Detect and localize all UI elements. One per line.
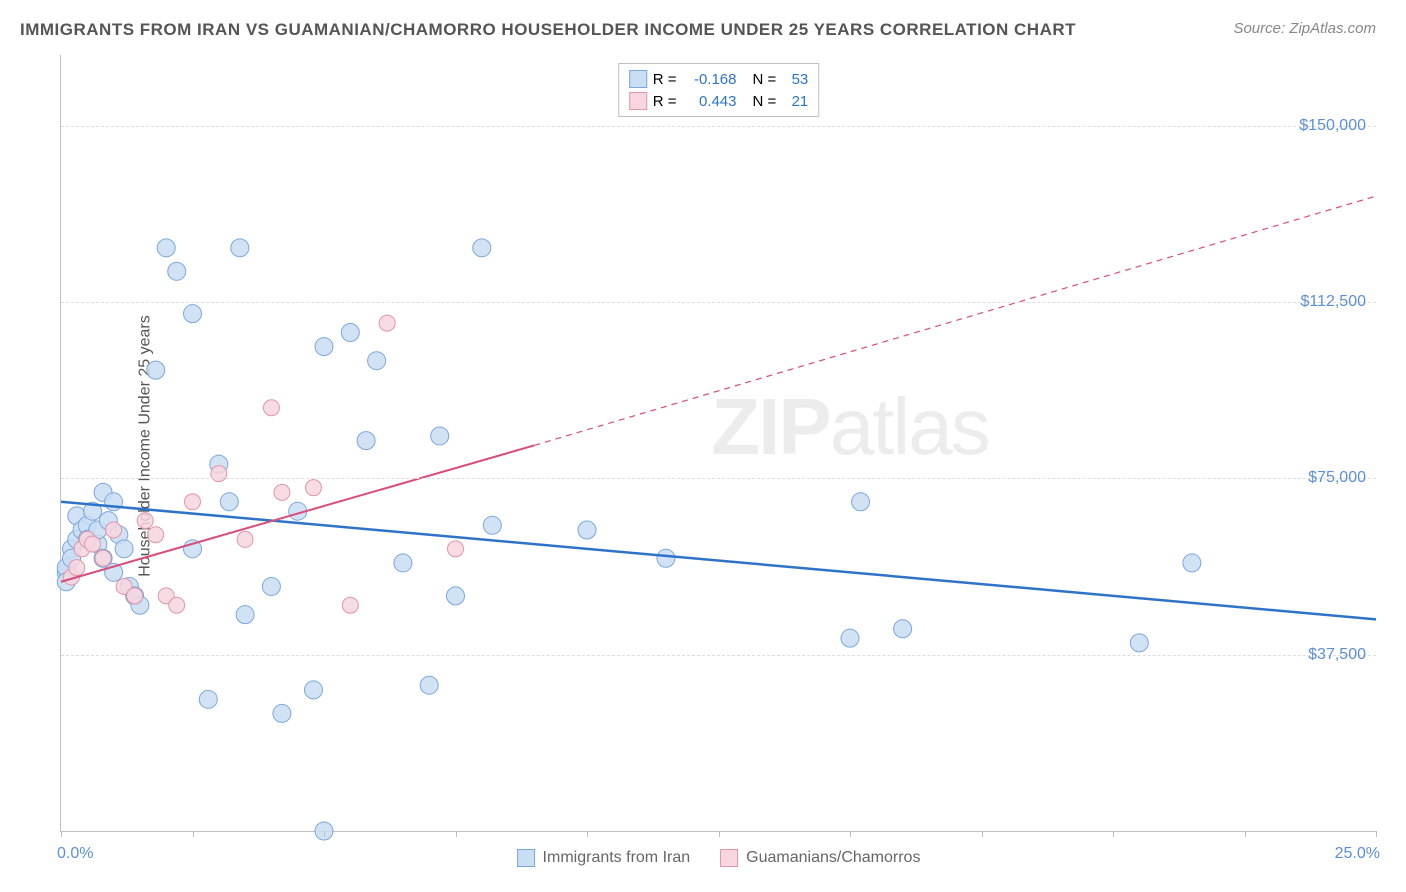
data-point (274, 484, 290, 500)
series-legend: Immigrants from Iran Guamanians/Chamorro… (517, 849, 921, 867)
y-tick-label: $37,500 (1308, 646, 1366, 664)
y-tick-label: $112,500 (1300, 293, 1366, 311)
data-point (95, 550, 111, 566)
data-point (420, 676, 438, 694)
x-tick (1113, 831, 1114, 837)
chart-title: IMMIGRANTS FROM IRAN VS GUAMANIAN/CHAMOR… (20, 20, 1076, 40)
data-point (148, 527, 164, 543)
data-point (852, 493, 870, 511)
trend-line (534, 196, 1376, 445)
y-tick-label: $150,000 (1299, 117, 1366, 135)
data-point (841, 629, 859, 647)
data-point (263, 400, 279, 416)
trend-line (61, 502, 1376, 620)
data-point (147, 361, 165, 379)
data-point (894, 620, 912, 638)
r-value-guam: 0.443 (683, 93, 737, 110)
x-max-label: 25.0% (1335, 845, 1380, 863)
n-value-iran: 53 (782, 71, 808, 88)
x-tick (1376, 831, 1377, 837)
data-point (69, 560, 85, 576)
r-label: R = (653, 71, 677, 88)
data-point (127, 588, 143, 604)
n-value-guam: 21 (782, 93, 808, 110)
swatch-iran (517, 849, 535, 867)
x-min-label: 0.0% (57, 845, 93, 863)
y-tick-label: $75,000 (1308, 469, 1366, 487)
x-tick (193, 831, 194, 837)
r-label: R = (653, 93, 677, 110)
data-point (199, 690, 217, 708)
legend-item-guam: Guamanians/Chamorros (720, 849, 920, 867)
n-label: N = (753, 93, 777, 110)
legend-label-guam: Guamanians/Chamorros (746, 849, 920, 867)
x-tick (456, 831, 457, 837)
x-tick (324, 831, 325, 837)
data-point (368, 352, 386, 370)
data-point (168, 262, 186, 280)
x-tick (1245, 831, 1246, 837)
data-point (1130, 634, 1148, 652)
legend-row-guam: R = 0.443 N = 21 (629, 90, 809, 112)
data-point (305, 480, 321, 496)
data-point (273, 704, 291, 722)
source-label: Source: ZipAtlas.com (1233, 20, 1376, 37)
gridline (61, 126, 1376, 127)
data-point (447, 587, 465, 605)
swatch-guam (720, 849, 738, 867)
data-point (157, 239, 175, 257)
gridline (61, 478, 1376, 479)
x-tick (982, 831, 983, 837)
data-point (448, 541, 464, 557)
r-value-iran: -0.168 (683, 71, 737, 88)
data-point (657, 549, 675, 567)
plot-area: ZIPatlas R = -0.168 N = 53 R = 0.443 N =… (60, 55, 1376, 832)
swatch-guam (629, 92, 647, 110)
data-point (431, 427, 449, 445)
data-point (236, 606, 254, 624)
data-point (357, 432, 375, 450)
correlation-legend: R = -0.168 N = 53 R = 0.443 N = 21 (618, 63, 820, 117)
data-point (231, 239, 249, 257)
legend-row-iran: R = -0.168 N = 53 (629, 68, 809, 90)
x-tick (61, 831, 62, 837)
data-point (394, 554, 412, 572)
data-point (379, 315, 395, 331)
data-point (262, 577, 280, 595)
gridline (61, 655, 1376, 656)
x-tick (719, 831, 720, 837)
x-tick (587, 831, 588, 837)
n-label: N = (753, 71, 777, 88)
data-point (473, 239, 491, 257)
data-point (185, 494, 201, 510)
data-point (304, 681, 322, 699)
data-point (237, 531, 253, 547)
swatch-iran (629, 70, 647, 88)
data-point (184, 305, 202, 323)
data-point (106, 522, 122, 538)
x-tick (850, 831, 851, 837)
data-point (483, 516, 501, 534)
trend-line (61, 445, 534, 581)
legend-label-iran: Immigrants from Iran (543, 849, 691, 867)
data-point (341, 323, 359, 341)
data-point (578, 521, 596, 539)
data-point (342, 597, 358, 613)
legend-item-iran: Immigrants from Iran (517, 849, 691, 867)
data-point (115, 540, 133, 558)
data-point (137, 513, 153, 529)
data-point (1183, 554, 1201, 572)
data-point (315, 338, 333, 356)
data-point (169, 597, 185, 613)
scatter-plot-svg (61, 55, 1376, 831)
data-point (220, 493, 238, 511)
data-point (85, 536, 101, 552)
gridline (61, 302, 1376, 303)
